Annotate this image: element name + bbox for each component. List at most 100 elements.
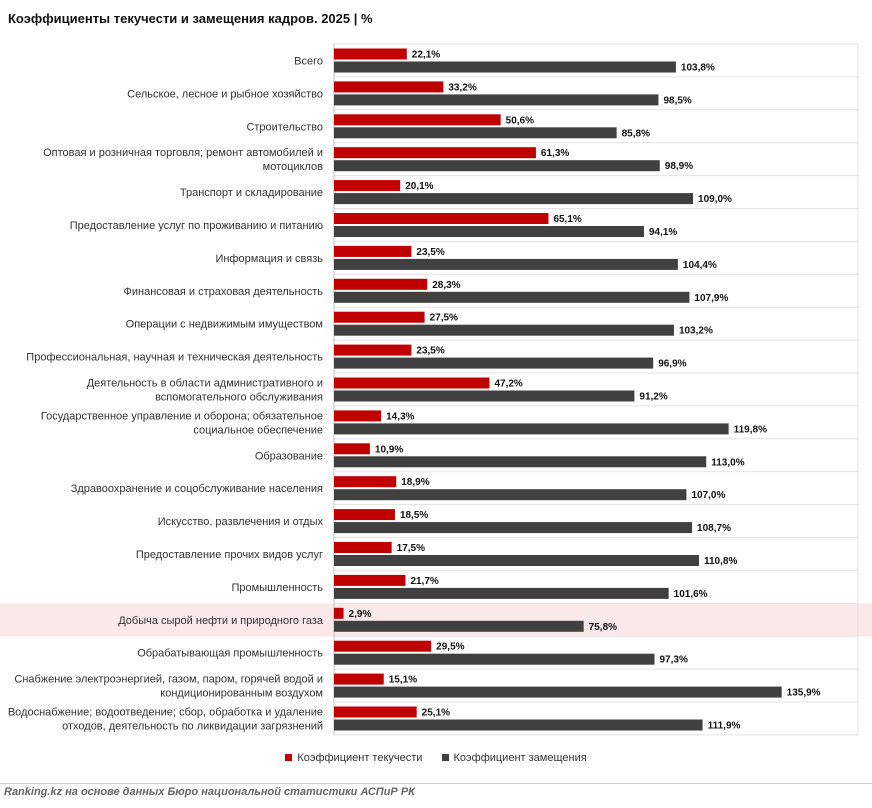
category-label: Финансовая и страховая деятельность	[124, 286, 324, 298]
bar-turnover	[334, 673, 384, 685]
category-label-line: Обрабатывающая промышленность	[137, 648, 323, 660]
category-label-line: Оптовая и розничная торговля; ремонт авт…	[43, 147, 323, 159]
category-label: Водоснабжение; водоотведение; сбор, обра…	[8, 706, 323, 732]
value-label-turnover: 20,1%	[405, 181, 433, 192]
bar-turnover	[334, 48, 407, 60]
category-label-line: Водоснабжение; водоотведение; сбор, обра…	[8, 706, 323, 718]
bar-turnover	[334, 640, 432, 652]
value-label-replacement: 135,9%	[787, 688, 821, 699]
category-label-line: отходов, деятельность по ликвидации загр…	[62, 720, 323, 732]
bar-turnover	[334, 245, 412, 257]
bar-replacement	[334, 94, 659, 106]
category-label: Образование	[255, 450, 323, 462]
value-label-turnover: 61,3%	[541, 148, 569, 159]
category-label: Транспорт и складирование	[180, 187, 323, 199]
bar-replacement	[334, 357, 654, 369]
category-label: Информация и связь	[215, 253, 323, 265]
value-label-replacement: 107,9%	[694, 293, 728, 304]
category-label-line: Предоставление услуг по проживанию и пит…	[70, 220, 323, 232]
bar-replacement	[334, 258, 678, 270]
bar-turnover	[334, 344, 412, 356]
bar-replacement	[334, 423, 729, 435]
value-label-turnover: 25,1%	[422, 708, 450, 719]
category-label-line: Информация и связь	[215, 253, 323, 265]
bar-replacement	[334, 522, 693, 534]
value-label-turnover: 2,9%	[349, 609, 372, 620]
legend: Коэффициент текучести Коэффициент замеще…	[0, 752, 872, 764]
category-label: Обрабатывающая промышленность	[137, 648, 323, 660]
category-label-line: Сельское, лесное и рыбное хозяйство	[127, 88, 323, 100]
category-label-line: вспомогательного обслуживания	[155, 391, 323, 403]
category-label-line: Деятельность в области административного…	[87, 377, 323, 389]
value-label-replacement: 108,7%	[697, 523, 731, 534]
bar-replacement	[334, 555, 699, 566]
bar-turnover	[334, 706, 417, 718]
category-label: Снабжение электроэнергией, газом, паром,…	[14, 674, 323, 700]
category-label-line: Предоставление прочих видов услуг	[136, 549, 323, 561]
category-label-line: Добыча сырой нефти и природного газа	[118, 615, 324, 627]
source-divider	[0, 783, 872, 784]
bar-turnover	[334, 410, 382, 422]
value-label-replacement: 107,0%	[691, 490, 725, 501]
value-label-turnover: 50,6%	[506, 115, 534, 126]
category-label-line: Искусство, развлечения и отдых	[158, 516, 324, 528]
bar-replacement	[334, 489, 687, 501]
value-label-replacement: 110,8%	[704, 556, 737, 567]
bar-replacement	[334, 719, 703, 731]
category-label-line: Промышленность	[231, 582, 323, 594]
category-label-line: Финансовая и страховая деятельность	[124, 286, 324, 298]
bar-replacement	[334, 291, 690, 303]
value-label-replacement: 98,5%	[663, 95, 691, 106]
value-label-turnover: 10,9%	[375, 444, 403, 455]
category-label-line: Профессиональная, научная и техническая …	[26, 352, 323, 364]
value-label-replacement: 75,8%	[589, 622, 617, 633]
value-label-replacement: 109,0%	[698, 194, 732, 205]
legend-label-replacement: Коэффициент замещения	[453, 752, 587, 764]
bar-replacement	[334, 456, 707, 468]
value-label-turnover: 15,1%	[389, 675, 417, 686]
category-label: Оптовая и розничная торговля; ремонт авт…	[43, 147, 323, 173]
category-label: Государственное управление и оборона; об…	[41, 410, 323, 436]
value-label-turnover: 28,3%	[432, 280, 460, 291]
category-label: Деятельность в области административного…	[87, 377, 323, 403]
value-label-replacement: 111,9%	[708, 721, 741, 732]
category-label-line: Транспорт и складирование	[180, 187, 323, 199]
bar-replacement	[334, 127, 617, 139]
category-label-line: Здравоохранение и соцобслуживание населе…	[71, 483, 323, 495]
value-label-replacement: 113,0%	[711, 457, 744, 468]
category-label: Предоставление услуг по проживанию и пит…	[70, 220, 323, 232]
bar-replacement	[334, 620, 584, 632]
category-label: Здравоохранение и соцобслуживание населе…	[71, 483, 323, 495]
category-label: Искусство, развлечения и отдых	[158, 516, 324, 528]
bar-turnover	[334, 574, 406, 586]
value-label-turnover: 17,5%	[397, 543, 425, 554]
bar-turnover	[334, 213, 549, 224]
bar-turnover	[334, 607, 344, 619]
value-label-turnover: 27,5%	[430, 313, 458, 324]
value-label-turnover: 23,5%	[416, 247, 444, 258]
category-label: Всего	[294, 55, 323, 67]
value-label-turnover: 23,5%	[416, 346, 444, 357]
value-label-replacement: 96,9%	[658, 359, 686, 370]
category-label: Добыча сырой нефти и природного газа	[118, 615, 324, 627]
bar-turnover	[334, 278, 428, 290]
value-label-turnover: 14,3%	[386, 411, 414, 422]
value-label-replacement: 104,4%	[683, 260, 717, 271]
bar-replacement	[334, 587, 669, 599]
category-label-line: Строительство	[246, 121, 323, 133]
bar-turnover	[334, 81, 444, 93]
category-label: Операции с недвижимым имуществом	[126, 319, 323, 331]
bar-replacement	[334, 324, 674, 336]
category-label: Сельское, лесное и рыбное хозяйство	[127, 88, 323, 100]
bar-replacement	[334, 160, 660, 172]
category-label-line: Всего	[294, 55, 323, 67]
category-label: Промышленность	[231, 582, 323, 594]
value-label-turnover: 18,9%	[401, 477, 429, 488]
value-label-replacement: 103,8%	[681, 63, 715, 74]
value-label-replacement: 85,8%	[622, 128, 650, 139]
legend-swatch-replacement	[441, 753, 449, 761]
value-label-turnover: 47,2%	[494, 379, 522, 390]
value-label-replacement: 119,8%	[734, 424, 767, 435]
category-label-line: Образование	[255, 450, 323, 462]
category-label-line: мотоциклов	[263, 161, 324, 173]
